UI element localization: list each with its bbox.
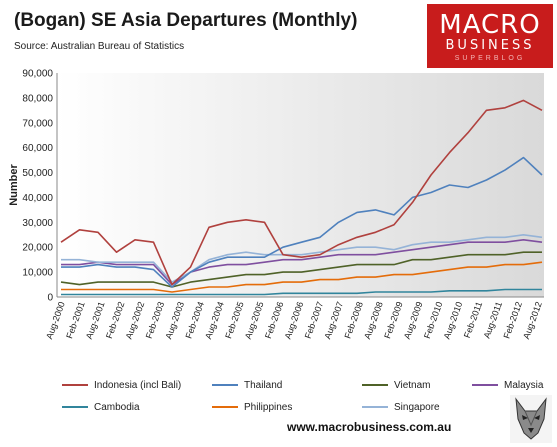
legend-swatch bbox=[62, 406, 88, 408]
departures-line-chart: 0 10,000 20,000 30,000 40,000 50,000 60,000 70,… bbox=[8, 69, 544, 340]
series-line-singapore bbox=[61, 234, 543, 283]
series-line-indonesia-incl-bali bbox=[60, 99, 543, 286]
y-tick-label: 50,000 bbox=[22, 168, 53, 179]
y-tick-label: 40,000 bbox=[22, 193, 53, 204]
x-tick-label: Aug-2010 bbox=[442, 300, 465, 340]
y-tick-label: 80,000 bbox=[22, 93, 53, 104]
macrobusiness-logo: MACRO BUSINESS SUPERBLOG bbox=[427, 4, 553, 68]
legend-swatch bbox=[212, 406, 238, 408]
x-tick-label: Aug-2007 bbox=[322, 300, 345, 340]
x-tick-label: Feb-2007 bbox=[303, 300, 326, 340]
y-tick-label: 0 bbox=[47, 293, 53, 304]
x-tick-label: Aug-2003 bbox=[163, 300, 186, 340]
legend-swatch bbox=[472, 384, 498, 386]
x-tick-label: Feb-2012 bbox=[501, 300, 524, 340]
x-axis: Aug-2000Feb-2001Aug-2001Feb-2002Aug-2002… bbox=[44, 296, 544, 340]
logo-line-2: BUSINESS bbox=[445, 38, 535, 53]
plot-area bbox=[57, 73, 544, 297]
x-tick-label: Aug-2011 bbox=[482, 300, 505, 339]
series-line-thailand bbox=[61, 156, 543, 288]
wolf-logo-icon bbox=[510, 395, 552, 443]
x-tick-label: Feb-2008 bbox=[342, 300, 365, 340]
legend-swatch bbox=[62, 384, 88, 386]
legend-item: Singapore bbox=[362, 400, 440, 414]
y-tick-label: 60,000 bbox=[22, 143, 53, 154]
x-tick-label: Feb-2006 bbox=[263, 300, 286, 340]
legend-item: Malaysia bbox=[472, 378, 543, 392]
legend-label: Thailand bbox=[244, 379, 283, 391]
x-tick-label: Aug-2009 bbox=[402, 300, 425, 340]
x-tick-label: Feb-2009 bbox=[382, 300, 405, 340]
y-tick-label: 30,000 bbox=[22, 218, 53, 229]
x-tick-label: Aug-2006 bbox=[283, 300, 306, 340]
x-tick-label: Aug-2000 bbox=[44, 300, 67, 340]
y-tick-label: 70,000 bbox=[22, 118, 53, 129]
legend-item: Cambodia bbox=[62, 400, 140, 414]
legend-swatch bbox=[362, 406, 388, 408]
series-line-malaysia bbox=[61, 239, 543, 286]
x-tick-label: Aug-2005 bbox=[243, 300, 266, 340]
legend-label: Vietnam bbox=[394, 379, 431, 391]
legend-label: Cambodia bbox=[94, 401, 140, 413]
legend-item: Indonesia (incl Bali) bbox=[62, 378, 181, 392]
y-tick-label: 10,000 bbox=[22, 268, 53, 279]
x-tick-label: Feb-2001 bbox=[64, 300, 87, 340]
logo-line-3: SUPERBLOG bbox=[454, 55, 526, 62]
x-tick-label: Aug-2002 bbox=[124, 300, 147, 340]
x-tick-label: Feb-2002 bbox=[104, 300, 127, 340]
x-tick-label: Feb-2004 bbox=[183, 300, 206, 340]
chart-title: (Bogan) SE Asia Departures (Monthly) bbox=[14, 10, 358, 31]
legend-item: Philippines bbox=[212, 400, 292, 414]
y-tick-label: 20,000 bbox=[22, 243, 53, 254]
legend-item: Vietnam bbox=[362, 378, 431, 392]
legend-label: Indonesia (incl Bali) bbox=[94, 379, 182, 391]
legend-swatch bbox=[362, 384, 388, 386]
logo-line-1: MACRO bbox=[439, 10, 541, 40]
x-tick-label: Feb-2010 bbox=[422, 300, 445, 340]
x-tick-label: Aug-2004 bbox=[203, 300, 226, 340]
series-line-vietnam bbox=[60, 251, 542, 288]
legend-label: Malaysia bbox=[504, 379, 544, 391]
legend-label: Singapore bbox=[394, 401, 440, 413]
y-axis: 0 10,000 20,000 30,000 40,000 50,000 60,000 70,… bbox=[22, 69, 58, 304]
x-tick-label: Feb-2011 bbox=[462, 300, 484, 339]
series-line-philippines bbox=[61, 261, 543, 293]
y-tick-label: 90,000 bbox=[22, 69, 53, 80]
legend-label: Philippines bbox=[244, 401, 293, 413]
website-url: www.macrobusiness.com.au bbox=[287, 420, 452, 434]
series-lines bbox=[60, 99, 543, 296]
x-tick-label: Aug-2001 bbox=[84, 300, 107, 340]
legend-item: Thailand bbox=[212, 378, 282, 392]
legend-swatch bbox=[212, 384, 238, 386]
y-axis-label: Number bbox=[8, 164, 20, 206]
series-line-cambodia bbox=[61, 288, 542, 296]
chart-subtitle: Source: Australian Bureau of Statistics bbox=[14, 41, 185, 52]
x-tick-label: Aug-2008 bbox=[362, 300, 385, 340]
x-tick-label: Feb-2005 bbox=[223, 300, 246, 340]
x-tick-label: Feb-2003 bbox=[144, 300, 167, 340]
x-tick-label: Aug-2012 bbox=[521, 300, 544, 340]
